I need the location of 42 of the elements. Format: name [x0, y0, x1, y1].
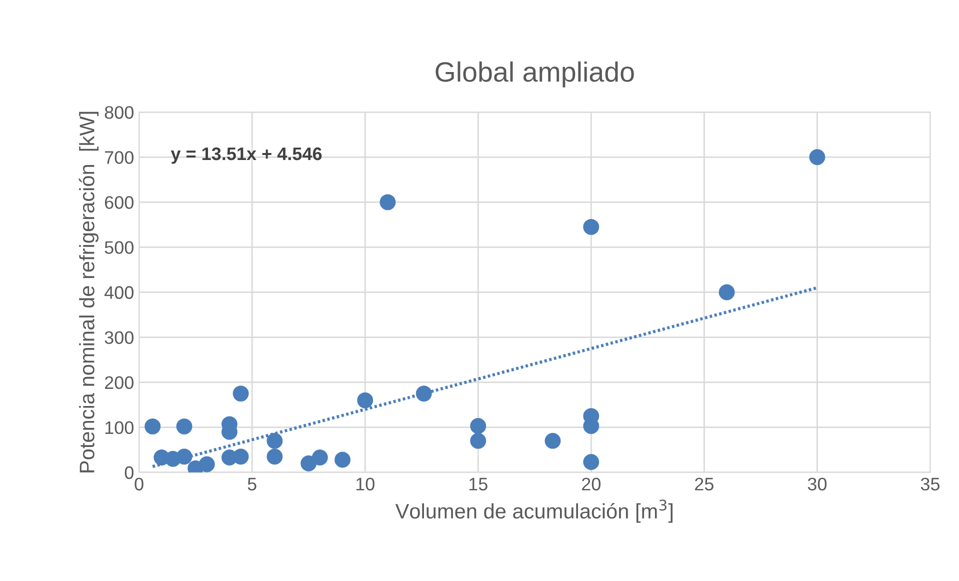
- x-tick-label: 5: [248, 478, 256, 490]
- point: [380, 194, 396, 210]
- point: [470, 418, 486, 434]
- y-tick-label: 500: [104, 241, 134, 254]
- point: [718, 284, 735, 300]
- x-tick-label: 20: [582, 478, 600, 490]
- point: [232, 448, 249, 465]
- point: [312, 450, 328, 466]
- y-axis-title: Potencia nominal de refrigeración [kW]: [78, 112, 99, 472]
- y-tick-label: 800: [104, 106, 134, 119]
- point: [232, 386, 249, 402]
- x-tick-label: 15: [469, 478, 488, 490]
- point: [300, 455, 317, 472]
- point: [809, 149, 826, 166]
- point: [544, 432, 561, 449]
- x-tick-label: 10: [356, 478, 374, 490]
- point: [198, 456, 215, 472]
- x-tick-label: 35: [920, 478, 940, 490]
- x-axis-title: Volumen de acumulación [m$^{3}$]: [395, 500, 672, 523]
- point: [266, 448, 283, 465]
- point: [266, 432, 283, 449]
- point: [416, 386, 432, 402]
- point: [357, 392, 374, 408]
- point: [583, 218, 600, 235]
- x-tick-label: 30: [808, 478, 827, 490]
- y-tick-label: 100: [105, 421, 134, 434]
- chart-title: Global ampliado: [436, 61, 634, 88]
- point: [176, 448, 192, 465]
- x-tick-label: 0: [134, 478, 144, 490]
- point: [334, 452, 350, 468]
- y-tick-label: 0: [124, 466, 134, 480]
- x-tick-label: 25: [695, 478, 714, 490]
- point: [144, 418, 161, 434]
- y-tick-label: 700: [105, 151, 134, 164]
- y-tick-label: 600: [104, 196, 134, 209]
- y-tick-label: 300: [104, 331, 134, 344]
- point: [583, 454, 600, 470]
- point: [470, 432, 486, 449]
- y-tick-label: 400: [104, 286, 134, 299]
- y-tick-label: 200: [104, 376, 134, 390]
- annotation: y = 13.51x + 4.546: [170, 147, 322, 164]
- point: [176, 418, 192, 434]
